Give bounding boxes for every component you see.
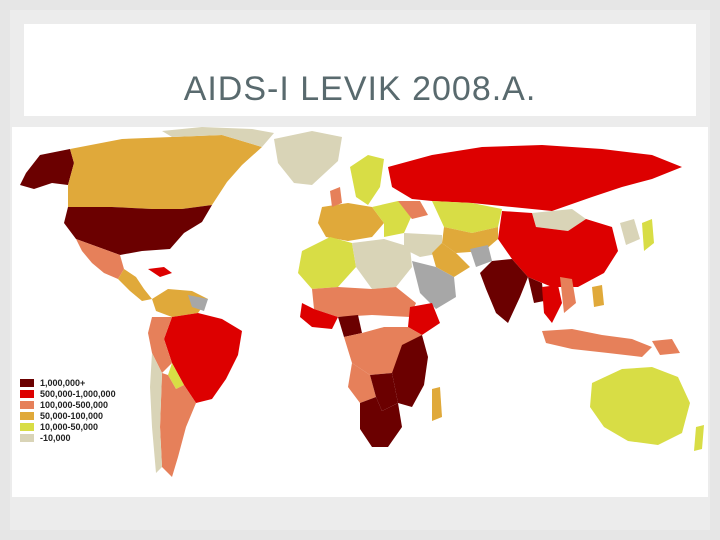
region-ukraine: [398, 201, 428, 219]
region-west-africa: [300, 303, 338, 329]
region-uk: [330, 187, 342, 207]
region-greenland: [274, 131, 342, 185]
region-caribbean: [148, 267, 172, 277]
region-brazil: [164, 313, 242, 403]
legend-swatch: [20, 400, 34, 409]
region-paraguay: [168, 363, 184, 389]
region-nigeria: [338, 315, 362, 337]
region-arabia: [412, 261, 456, 309]
region-eastern-europe: [372, 201, 412, 237]
region-guianas: [188, 295, 208, 311]
region-mongolia: [532, 209, 586, 231]
world-map-svg: [20, 127, 704, 477]
world-map: 1,000,000+ 500,000-1,000,000 100,000-500…: [12, 127, 708, 497]
region-korea-japan: [620, 219, 640, 245]
legend-swatch: [20, 389, 34, 398]
region-scandinavia: [350, 155, 384, 205]
region-angola: [348, 363, 376, 403]
legend-swatch: [20, 433, 34, 442]
region-mexico: [76, 239, 124, 279]
region-new-zealand: [694, 425, 704, 451]
legend-label: 500,000-1,000,000: [40, 388, 116, 399]
legend-label: 1,000,000+: [40, 377, 86, 388]
region-colombia-venezuela: [152, 289, 208, 317]
region-myanmar: [528, 277, 544, 303]
legend-label: 10,000-50,000: [40, 421, 99, 432]
legend-item: 100,000-500,000: [20, 399, 116, 410]
region-iran: [432, 243, 470, 277]
legend-item: -10,000: [20, 432, 116, 443]
region-peru-bolivia: [148, 317, 172, 373]
title-box: AIDS-I LEVIK 2008.A.: [24, 24, 696, 116]
region-middle-east-turkey: [404, 233, 442, 257]
region-russia: [388, 145, 682, 211]
legend-label: -10,000: [40, 432, 71, 443]
region-india: [480, 259, 528, 323]
legend-swatch: [20, 411, 34, 420]
region-southern-africa: [360, 397, 402, 447]
region-arctic-islands: [162, 127, 274, 147]
region-kazakhstan: [432, 201, 502, 233]
region-zambia-zim: [370, 373, 398, 411]
region-australia: [590, 367, 690, 445]
region-japan: [642, 219, 654, 251]
region-thailand: [542, 285, 562, 323]
region-philippines: [592, 285, 604, 307]
region-papua: [652, 339, 680, 355]
region-sahel: [312, 287, 416, 317]
region-argentina: [160, 373, 196, 477]
region-usa: [64, 205, 212, 255]
legend-swatch: [20, 378, 34, 387]
region-chile: [150, 353, 162, 473]
legend-label: 50,000-100,000: [40, 410, 104, 421]
region-indonesia: [542, 329, 652, 357]
region-central-america: [118, 269, 152, 301]
legend-swatch: [20, 422, 34, 431]
region-madagascar: [432, 387, 442, 421]
slide: AIDS-I LEVIK 2008.A.: [10, 10, 710, 530]
region-alaska: [20, 149, 74, 189]
legend-item: 500,000-1,000,000: [20, 388, 116, 399]
region-china: [498, 211, 618, 287]
region-canada: [68, 135, 262, 209]
region-east-africa: [392, 335, 428, 407]
legend-item: 50,000-100,000: [20, 410, 116, 421]
region-vietnam: [560, 277, 576, 313]
legend-item: 1,000,000+: [20, 377, 116, 388]
slide-title: AIDS-I LEVIK 2008.A.: [183, 70, 537, 108]
region-western-europe: [318, 203, 384, 241]
legend-item: 10,000-50,000: [20, 421, 116, 432]
region-afghanistan: [470, 245, 492, 267]
region-north-africa-east: [352, 239, 412, 289]
region-north-africa-west: [298, 237, 356, 289]
region-ethiopia: [408, 303, 440, 335]
map-legend: 1,000,000+ 500,000-1,000,000 100,000-500…: [20, 377, 116, 443]
legend-label: 100,000-500,000: [40, 399, 109, 410]
